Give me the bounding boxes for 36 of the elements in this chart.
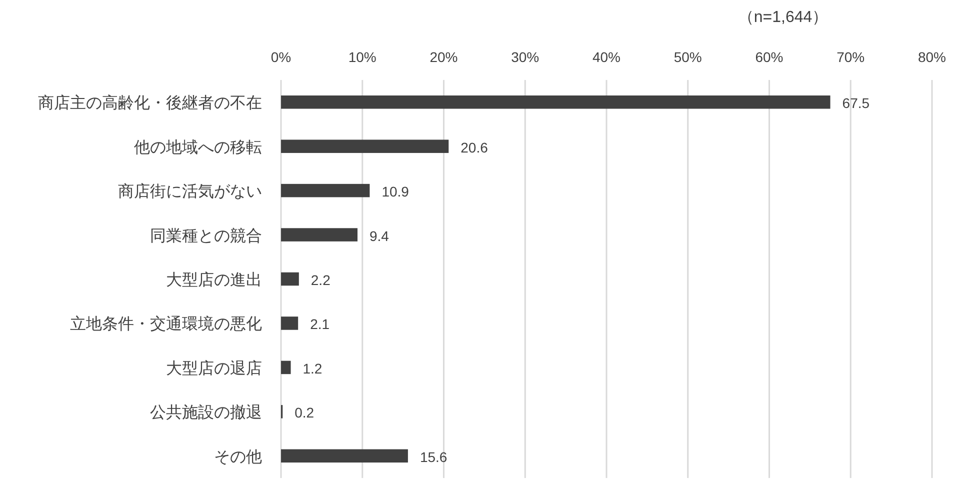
data-label: 1.2	[302, 360, 322, 376]
x-tick-label: 50%	[674, 49, 702, 65]
bar	[281, 228, 358, 242]
y-tick-label: 立地条件・交通環境の悪化	[70, 315, 262, 334]
bar	[281, 449, 408, 463]
x-tick-label: 70%	[836, 49, 865, 65]
bar	[281, 184, 370, 198]
x-tick-label: 80%	[918, 49, 946, 65]
data-label: 2.2	[310, 272, 331, 288]
x-tick-label: 10%	[348, 49, 376, 65]
data-label: 15.6	[420, 448, 448, 465]
bar	[281, 316, 298, 330]
y-tick-label: 大型店の退店	[166, 359, 262, 378]
bar	[281, 95, 830, 109]
bar	[281, 140, 449, 153]
y-tick-label: 同業種との競合	[150, 226, 262, 245]
data-label: 67.5	[842, 95, 870, 112]
y-tick-label: 他の地域への移転	[134, 138, 262, 156]
y-tick-label: 公共施設の撤退	[150, 404, 262, 422]
x-tick-label: 30%	[511, 49, 540, 65]
y-tick-label: その他	[214, 448, 262, 466]
bar	[281, 272, 299, 286]
data-label: 2.1	[310, 316, 330, 332]
x-tick-label: 40%	[592, 49, 621, 65]
bar	[281, 360, 291, 374]
y-tick-label: 商店街に活気がない	[118, 182, 262, 201]
data-label: 0.2	[294, 404, 314, 421]
data-label: 9.4	[369, 228, 390, 244]
y-tick-label: 大型店の進出	[166, 271, 262, 289]
y-tick-label: 商店主の高齢化・後継者の不在	[38, 94, 262, 112]
data-label: 20.6	[460, 139, 488, 156]
text: （n=1,644）	[738, 9, 828, 26]
data-label: 10.9	[382, 184, 410, 200]
x-tick-label: 0%	[270, 49, 292, 65]
x-tick-label: 60%	[755, 49, 784, 65]
x-tick-label: 20%	[430, 49, 458, 65]
